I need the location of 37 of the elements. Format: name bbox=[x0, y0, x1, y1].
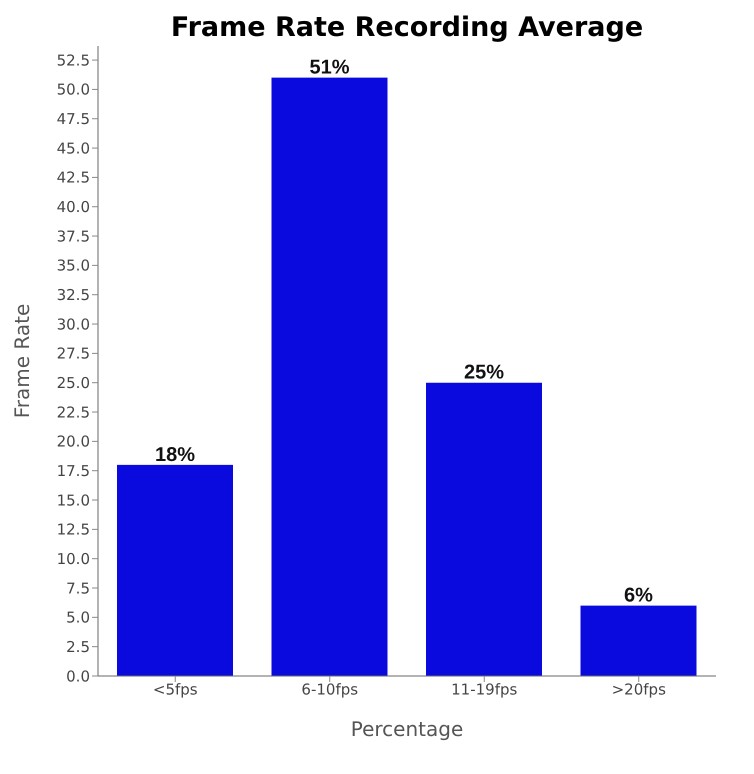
y-tick-label: 42.5 bbox=[56, 168, 90, 187]
data-label: 6% bbox=[624, 584, 654, 607]
y-tick-label: 52.5 bbox=[56, 51, 90, 70]
y-tick-label: 25.0 bbox=[56, 374, 90, 392]
y-tick-label: 5.0 bbox=[66, 608, 90, 627]
x-tick-label: <5fps bbox=[152, 680, 198, 699]
data-label: 51% bbox=[309, 56, 350, 79]
y-tick-label: 30.0 bbox=[56, 315, 90, 334]
y-tick-label: 17.5 bbox=[56, 462, 90, 480]
y-tick-label: 35.0 bbox=[56, 256, 90, 275]
x-tick-label: 6-10fps bbox=[301, 680, 358, 699]
y-tick-label: 40.0 bbox=[56, 198, 90, 216]
data-label: 18% bbox=[154, 444, 196, 466]
y-tick-label: 22.5 bbox=[56, 403, 90, 422]
y-tick-label: 10.0 bbox=[56, 550, 90, 568]
x-tick-label: 11-19fps bbox=[451, 680, 518, 699]
y-tick-label: 50.0 bbox=[56, 80, 90, 99]
y-tick-label: 15.0 bbox=[56, 491, 90, 510]
y-tick-label: 47.5 bbox=[56, 110, 90, 128]
y-tick-label: 45.0 bbox=[56, 139, 90, 158]
y-tick-label: 0.0 bbox=[66, 667, 90, 686]
y-tick-label: 7.5 bbox=[66, 579, 90, 598]
y-axis-title: Frame Rate bbox=[10, 304, 34, 418]
y-tick-label: 32.5 bbox=[56, 286, 90, 304]
y-tick-label: 37.5 bbox=[56, 227, 90, 246]
y-tick-label: 12.5 bbox=[56, 520, 90, 539]
y-tick-label: 27.5 bbox=[56, 344, 90, 363]
bar bbox=[426, 382, 542, 676]
y-tick-label: 20.0 bbox=[56, 432, 90, 451]
x-tick-label: >20fps bbox=[612, 680, 666, 699]
bar bbox=[117, 464, 233, 676]
x-axis-title: Percentage bbox=[350, 717, 464, 741]
bar bbox=[580, 606, 696, 676]
y-tick-label: 2.5 bbox=[66, 638, 90, 656]
chart-title: Frame Rate Recording Average bbox=[170, 12, 644, 43]
bar bbox=[272, 78, 388, 676]
data-label: 25% bbox=[464, 362, 504, 384]
